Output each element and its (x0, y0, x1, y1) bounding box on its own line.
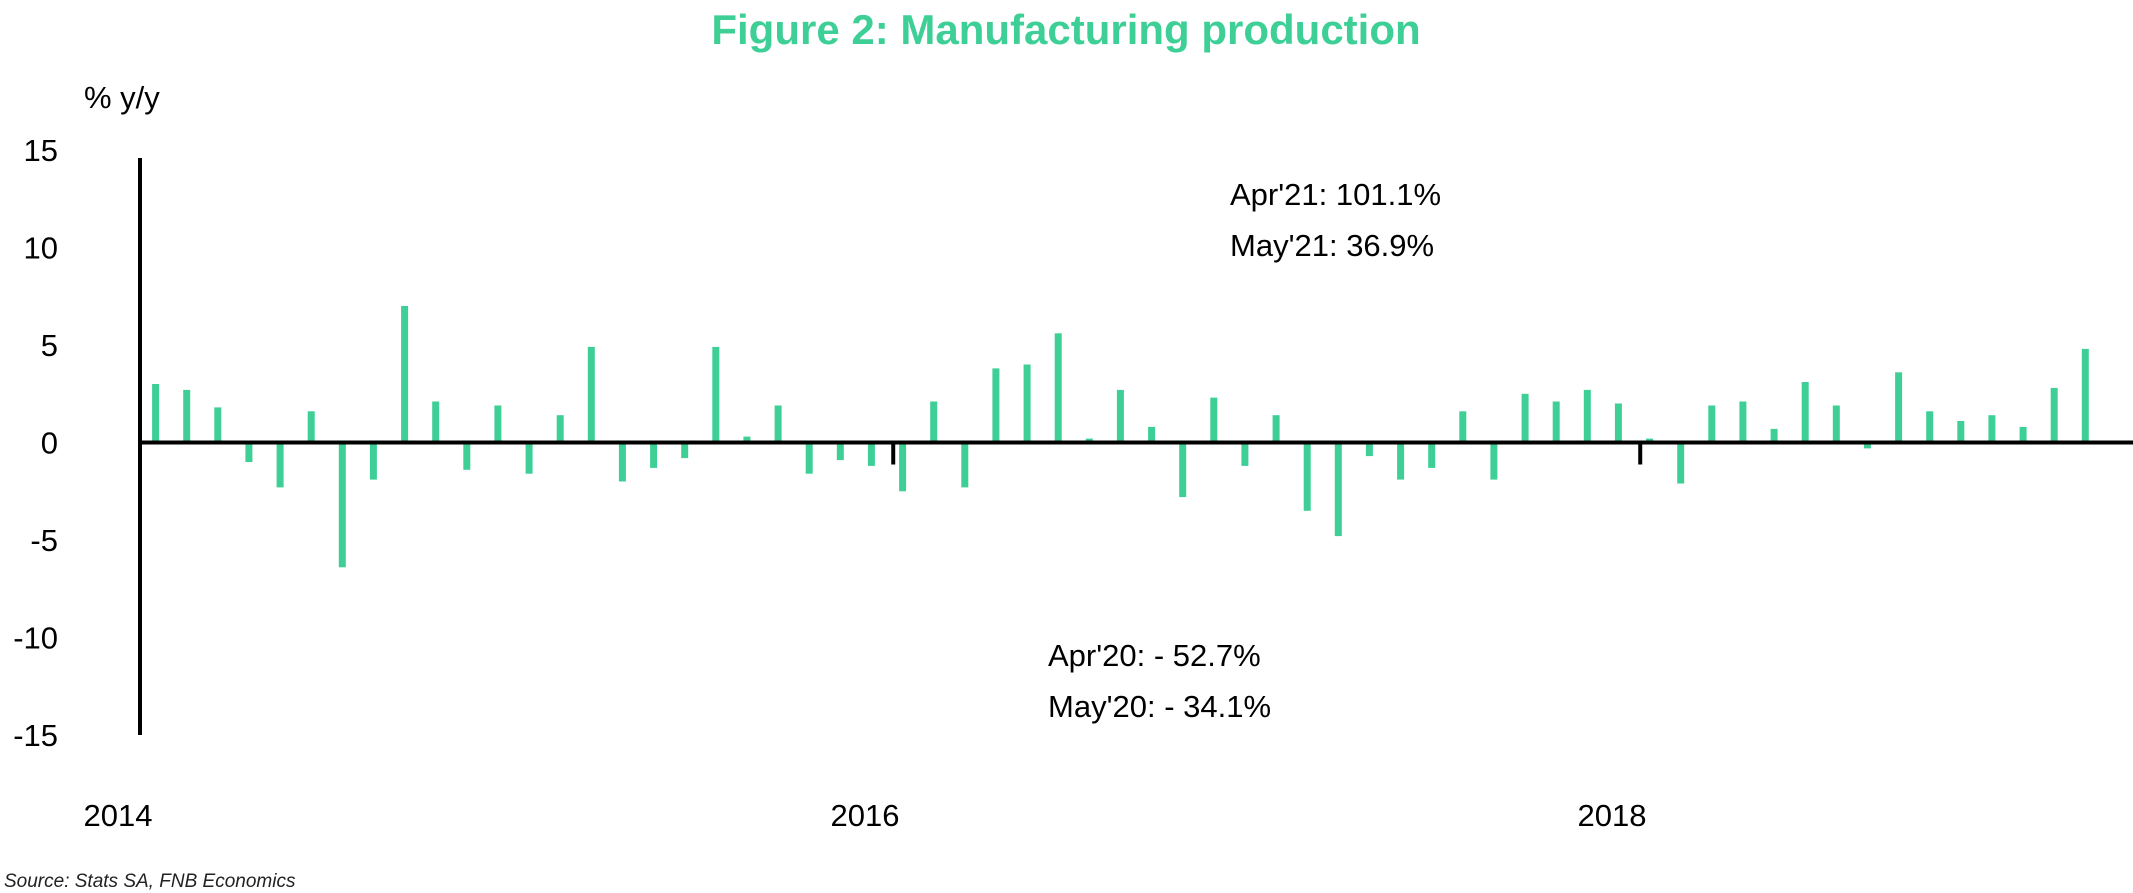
y-tick-label: 0 (41, 426, 58, 461)
bar (1116, 389, 1124, 443)
y-tick-label: 15 (24, 133, 58, 168)
x-tick-labels: 201420162018202020222024 (84, 798, 1647, 833)
bar (1988, 415, 1996, 443)
bar (1179, 442, 1187, 498)
bar (1272, 415, 1280, 443)
bar (463, 442, 471, 470)
annotation-apr21: Apr'21: 101.1% (1230, 177, 1441, 212)
bar (307, 411, 315, 443)
bar (245, 442, 253, 462)
bars (152, 306, 2120, 568)
bar (1614, 403, 1622, 443)
bar (1241, 442, 1249, 466)
bar (836, 442, 844, 461)
bar (712, 346, 720, 443)
bar (992, 368, 1000, 443)
y-tick-label: 10 (24, 231, 58, 266)
bar (338, 442, 346, 568)
bar (930, 401, 938, 443)
chart-title: Figure 2: Manufacturing production (711, 6, 1420, 53)
bar (1054, 333, 1062, 443)
bar (1677, 442, 1685, 484)
bar (556, 415, 564, 443)
bar (1303, 442, 1311, 511)
bar (494, 405, 502, 443)
bar (899, 442, 907, 492)
bar (1708, 405, 1716, 443)
bar (774, 405, 782, 443)
bar (525, 442, 533, 474)
bar (1832, 405, 1840, 443)
bar (1801, 382, 1809, 443)
bar (1428, 442, 1436, 468)
annotation-may21: May'21: 36.9% (1230, 228, 1434, 263)
y-tick-label: -5 (30, 523, 58, 558)
bar (618, 442, 626, 482)
bar (1210, 397, 1218, 443)
annotation-may20: May'20: - 34.1% (1048, 689, 1271, 724)
bar (2019, 426, 2027, 443)
y-axis-unit-label: % y/y (84, 80, 160, 115)
x-tick-label: 2014 (84, 798, 153, 833)
bar (2050, 387, 2058, 443)
bar (401, 306, 409, 443)
bar (1552, 401, 1560, 443)
axes (138, 158, 2133, 735)
bar (1148, 426, 1156, 443)
bar (1490, 442, 1498, 480)
bar (432, 401, 440, 443)
bar (681, 442, 689, 459)
y-tick-label: -15 (13, 718, 58, 753)
bar (1863, 442, 1871, 449)
bar (1521, 393, 1529, 443)
x-tick-label: 2018 (1578, 798, 1647, 833)
bar (183, 389, 191, 443)
bar (2081, 348, 2089, 443)
annotation-apr20: Apr'20: - 52.7% (1048, 638, 1261, 673)
bar (276, 442, 284, 488)
bar (587, 346, 595, 443)
bar (961, 442, 969, 488)
bar (1365, 442, 1373, 457)
bar (650, 442, 658, 468)
x-tick-label: 2016 (831, 798, 900, 833)
y-tick-label: -10 (13, 621, 58, 656)
bar (1397, 442, 1405, 480)
bar (805, 442, 813, 474)
bar (152, 384, 160, 443)
bar (1739, 401, 1747, 443)
bar (743, 436, 751, 443)
bar (1023, 364, 1031, 443)
source-note: Source: Stats SA, FNB Economics (4, 871, 296, 892)
bar (1957, 421, 1965, 443)
bar (1770, 428, 1778, 443)
bar (1583, 389, 1591, 443)
bar (1895, 372, 1903, 443)
bar (369, 442, 377, 480)
bar (867, 442, 875, 466)
bar (214, 407, 222, 443)
y-tick-labels: 15 10 5 0 -5 -10 -15 (13, 133, 58, 753)
bar (1459, 411, 1467, 443)
bar (1926, 411, 1934, 443)
bar (1334, 442, 1342, 537)
y-tick-label: 5 (41, 328, 58, 363)
